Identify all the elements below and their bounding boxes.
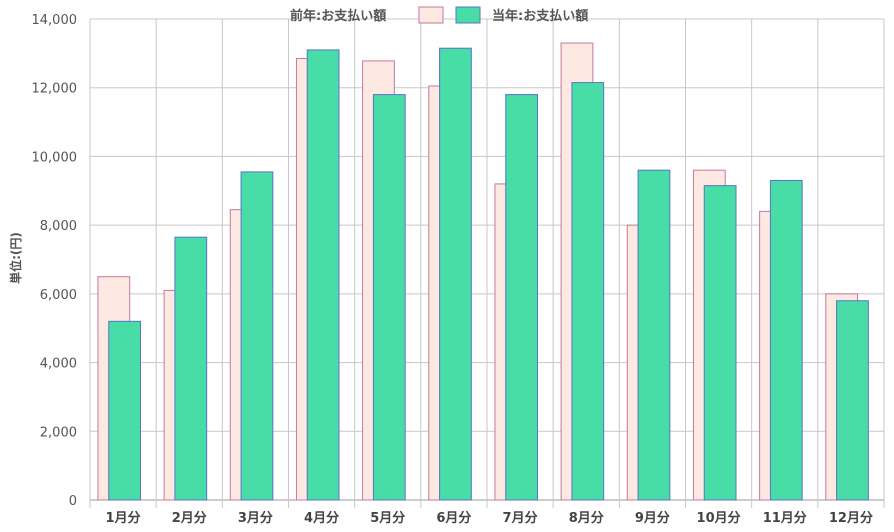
grid-lines [89,18,885,508]
bar-current-year [571,82,605,501]
y-tick-label: 0 [69,494,77,509]
legend-label: 当年:お支払い額 [492,8,588,24]
x-tick-label: 11月分 [763,510,807,526]
x-axis-categories: 1月分 2月分 3月分 4月分 5月分 6月分 7月分 8月分 9月分 10月分 11月分 12月分 [106,510,873,526]
bar-current-year [372,94,406,501]
bars [97,42,869,501]
legend-swatch [455,6,481,24]
bar-current-year [836,300,869,501]
bar-current-year [174,236,208,501]
y-tick-label: 2,000 [40,425,77,440]
y-tick-label: 6,000 [40,288,77,303]
y-tick-label: 14,000 [32,13,78,28]
x-tick-label: 9月分 [635,510,670,526]
x-tick-label: 7月分 [503,510,538,526]
x-tick-label: 1月分 [106,510,141,526]
y-tick-label: 8,000 [40,219,77,234]
y-tick-label: 4,000 [40,357,77,372]
legend: 前年:お支払い額 当年:お支払い額 [290,6,588,24]
legend-swatch [418,6,444,24]
y-tick-label: 10,000 [32,150,78,165]
x-tick-label: 2月分 [172,510,207,526]
y-tick-label: 12,000 [32,82,78,97]
x-tick-label: 12月分 [829,510,873,526]
x-tick-label: 4月分 [304,510,339,526]
y-axis-label: 単位:(円) [8,232,23,284]
x-tick-label: 8月分 [569,510,604,526]
x-tick-label: 6月分 [436,510,471,526]
bar-current-year [108,320,141,501]
bar-current-year [439,47,472,501]
bar-current-year [240,171,274,501]
bar-current-year [306,49,340,501]
bar-current-year [505,94,538,501]
bar-current-year [637,169,671,501]
x-tick-label: 10月分 [697,510,741,526]
legend-label: 前年:お支払い額 [290,8,386,24]
bar-current-year [769,179,803,501]
y-axis-ticks: 0 2,000 4,000 6,000 8,000 10,000 12,000 14,000 [32,13,78,509]
x-tick-label: 3月分 [238,510,273,526]
bar-current-year [703,185,737,501]
x-tick-label: 5月分 [370,510,405,526]
